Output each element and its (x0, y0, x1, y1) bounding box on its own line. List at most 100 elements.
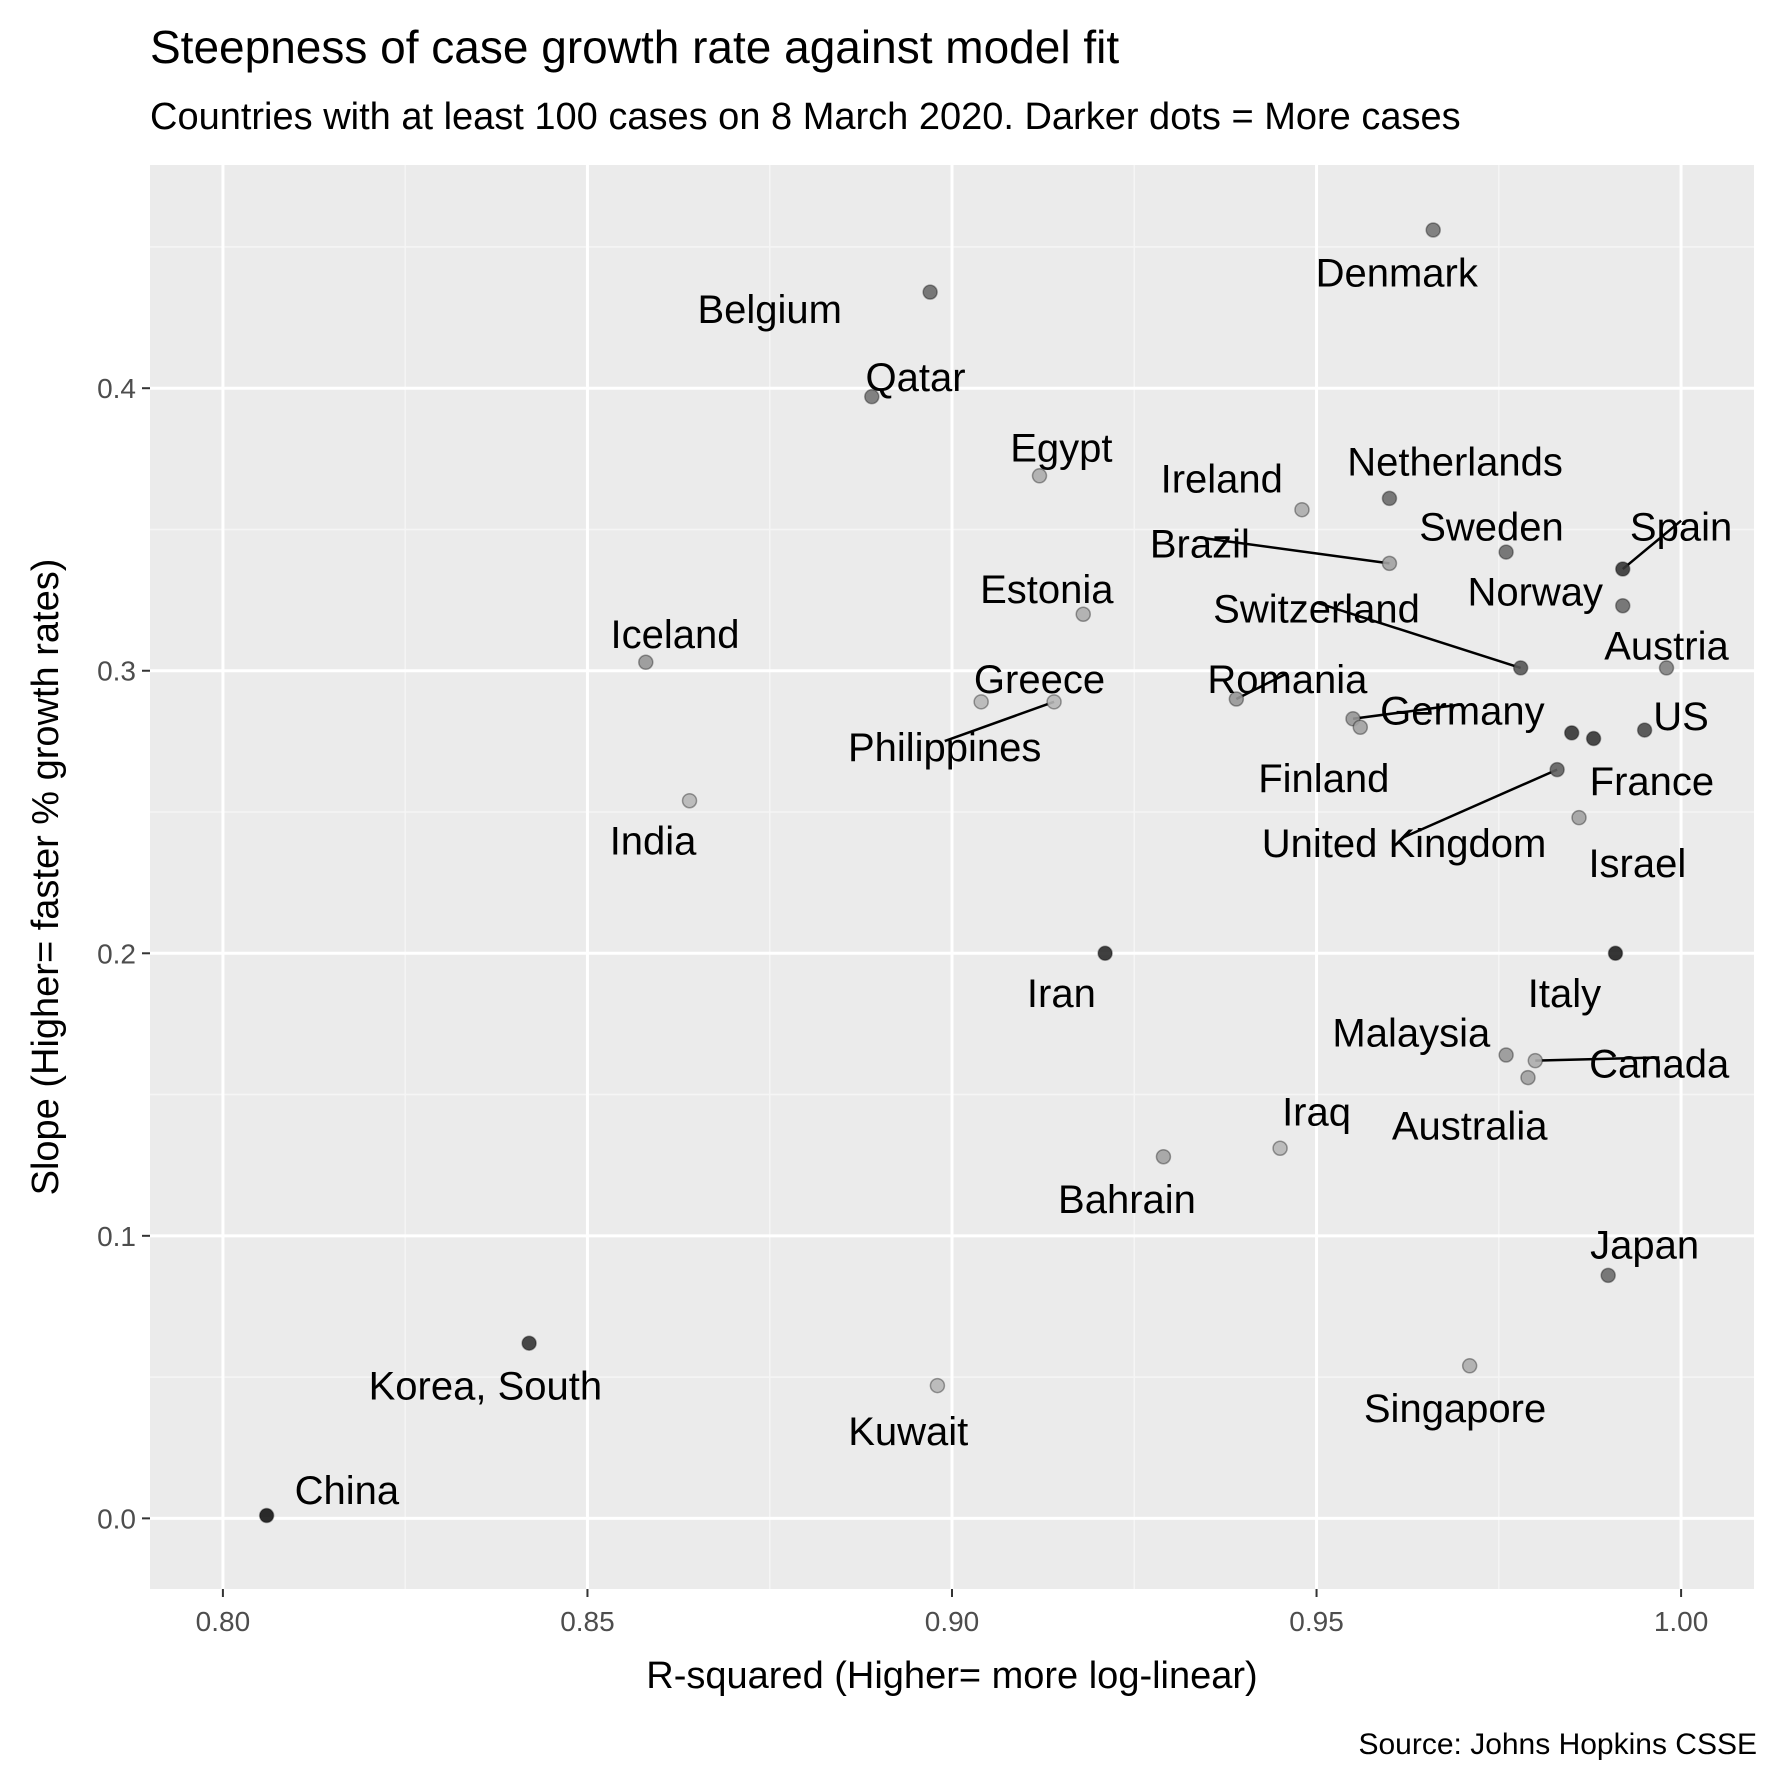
leader-line (1621, 519, 1682, 570)
x-tick-label: 0.80 (196, 1606, 251, 1637)
scatter-point (1571, 809, 1587, 826)
scatter-point (1031, 468, 1048, 484)
leader-line (1235, 672, 1288, 701)
scatter-point (1046, 694, 1062, 710)
leader-line (1535, 1056, 1660, 1062)
point-label: India (610, 819, 697, 863)
point-label: Brazil (1150, 523, 1250, 567)
scatter-point (681, 792, 698, 809)
x-tick-label: 0.90 (925, 1606, 980, 1637)
scatter-point (929, 1377, 946, 1394)
point-label: Iran (1027, 972, 1096, 1016)
leader-line (1352, 703, 1463, 721)
point-label: Spain (1630, 506, 1732, 550)
scatter-point (1520, 1069, 1536, 1086)
leader-line (1316, 601, 1522, 670)
point-label: Greece (974, 658, 1105, 702)
scatter-point (1498, 544, 1514, 560)
point-label: Egypt (1010, 427, 1112, 471)
y-tick-label: 0.2 (97, 938, 136, 969)
scatter-point (1075, 606, 1091, 622)
point-label: Germany (1380, 689, 1545, 733)
point-label: Romania (1207, 658, 1368, 702)
point-label: Norway (1467, 571, 1603, 615)
scatter-point (1615, 561, 1631, 577)
point-label: United Kingdom (1262, 822, 1547, 866)
scatter-point (1498, 1047, 1514, 1063)
point-labels: Denmark Belgium Qatar Egypt Ireland Netherlan… (295, 251, 1733, 1513)
point-label: Singapore (1364, 1387, 1546, 1431)
y-tick-label: 0.4 (97, 373, 136, 404)
y-axis-title: Slope (Higher= faster % growth rates) (25, 559, 67, 1196)
point-label: Netherlands (1347, 441, 1563, 485)
point-label: Australia (1392, 1105, 1548, 1149)
scatter-point (521, 1335, 537, 1351)
x-axis-ticks: 0.80 0.85 0.90 0.95 1.00 (196, 1589, 1709, 1637)
scatter-point (1352, 719, 1369, 736)
point-label: Finland (1258, 757, 1389, 801)
point-label: Austria (1604, 624, 1729, 668)
scatter-point (1615, 598, 1631, 614)
scatter-point (1512, 660, 1529, 676)
scatter-point (922, 284, 938, 300)
y-axis-ticks: 0.0 0.1 0.2 0.3 0.4 (97, 373, 150, 1534)
point-label: Iraq (1282, 1091, 1351, 1135)
point-label: Bahrain (1058, 1178, 1196, 1222)
point-label: Malaysia (1332, 1011, 1491, 1055)
point-label: US (1653, 695, 1709, 739)
scatter-point (258, 1507, 275, 1524)
major-gridlines (150, 165, 1754, 1589)
scatter-point (1155, 1148, 1172, 1165)
point-label: Iceland (610, 613, 739, 657)
point-label: Kuwait (848, 1410, 968, 1454)
scatter-point (1600, 1267, 1616, 1284)
point-label: Denmark (1316, 251, 1479, 295)
leader-line (1199, 536, 1390, 565)
scatter-point (1294, 501, 1310, 518)
point-label: Switzerland (1213, 588, 1420, 632)
x-tick-label: 1.00 (1654, 1606, 1709, 1637)
point-label: France (1590, 760, 1715, 804)
scatter-point (1097, 945, 1113, 962)
point-label: Japan (1590, 1223, 1699, 1267)
scatter-point (638, 654, 654, 671)
scatter-point (1425, 222, 1441, 238)
point-label: Ireland (1161, 458, 1283, 502)
x-tick-label: 0.85 (560, 1606, 615, 1637)
scatter-point (1461, 1358, 1478, 1374)
point-label: Canada (1589, 1042, 1730, 1086)
y-tick-label: 0.0 (97, 1503, 136, 1534)
scatter-point (1563, 725, 1580, 741)
scatter-point (1607, 945, 1624, 962)
scatter-point (1527, 1052, 1544, 1069)
scatter-point (1381, 555, 1398, 572)
scatter-point (1272, 1140, 1288, 1156)
point-label: Qatar (866, 356, 966, 400)
leader-line (1403, 768, 1558, 839)
point-label: Sweden (1419, 506, 1564, 550)
scatter-point (1636, 722, 1653, 738)
leader-line (944, 700, 1055, 743)
chart-subtitle: Countries with at least 100 cases on 8 M… (150, 96, 1461, 138)
y-tick-label: 0.1 (97, 1221, 136, 1252)
point-label: Israel (1588, 842, 1686, 886)
point-label: Korea, South (369, 1365, 603, 1409)
scatter-point (1549, 761, 1565, 778)
scatter-point (1585, 730, 1602, 747)
scatter-point (864, 388, 880, 405)
scatter-point (973, 694, 989, 710)
point-label: Estonia (980, 568, 1114, 612)
point-label: Belgium (697, 288, 842, 332)
label-leader-lines (944, 519, 1682, 1062)
chart-title: Steepness of case growth rate against mo… (150, 21, 1120, 73)
scatter-point (1228, 691, 1245, 707)
x-tick-label: 0.95 (1289, 1606, 1344, 1637)
point-label: Philippines (848, 726, 1041, 770)
data-points (258, 222, 1675, 1524)
scatter-point (1381, 490, 1398, 507)
point-label: China (295, 1469, 400, 1513)
chart-caption: Source: Johns Hopkins CSSE (1358, 1728, 1757, 1761)
x-axis-title: R-squared (Higher= more log-linear) (646, 1655, 1257, 1697)
point-label: Italy (1528, 972, 1601, 1016)
